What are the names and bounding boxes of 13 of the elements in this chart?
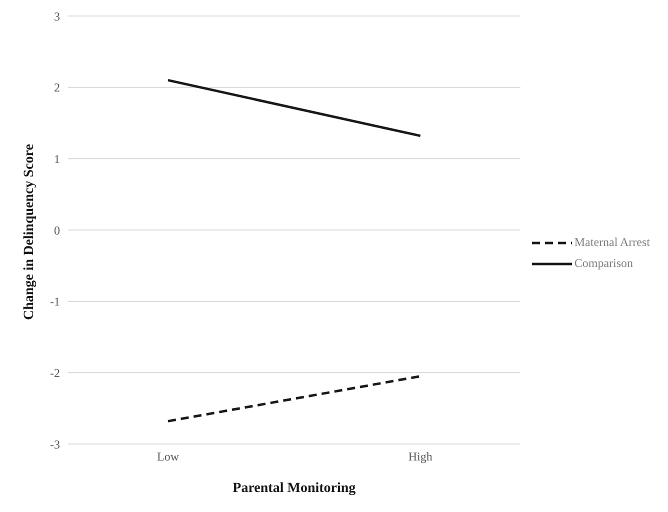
legend-label: Comparison	[574, 256, 634, 271]
y-tick-label: -2	[50, 366, 60, 380]
y-tick-label: 1	[54, 152, 60, 166]
y-tick-label: -1	[50, 294, 60, 309]
legend-label: Maternal Arrest	[574, 235, 650, 250]
y-tick-label: 3	[54, 9, 60, 24]
y-tick-label: 2	[54, 80, 60, 95]
y-tick-label: -3	[50, 437, 60, 452]
x-tick-label: High	[408, 450, 432, 464]
y-axis-title: Change in Delinquency Score	[22, 144, 37, 320]
y-tick-label: 0	[54, 223, 60, 238]
x-axis-title: Parental Monitoring	[232, 481, 356, 496]
x-tick-label: Low	[157, 450, 180, 464]
